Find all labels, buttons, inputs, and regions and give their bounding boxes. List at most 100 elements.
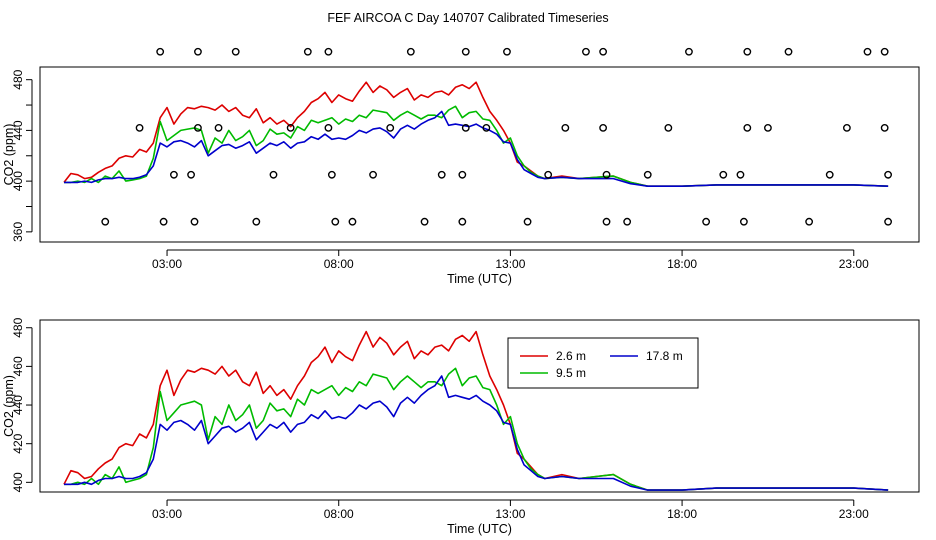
calibration-point	[599, 123, 608, 132]
y-tick-label: 460	[11, 356, 25, 376]
x-tick-label: 08:00	[324, 507, 354, 521]
calibration-point	[880, 47, 889, 56]
calibration-point	[523, 217, 532, 226]
calibration-point	[348, 217, 357, 226]
calibration-point	[805, 217, 814, 226]
series-line-2-6-m	[63, 81, 889, 187]
legend-label: 2.6 m	[556, 349, 586, 363]
x-tick-label: 18:00	[667, 507, 697, 521]
x-tick-label: 23:00	[839, 257, 869, 271]
calibration-point	[623, 217, 632, 226]
calibration-point	[825, 170, 834, 179]
calibration-point	[187, 170, 195, 179]
plot-frame	[39, 319, 920, 493]
calibration-point	[437, 170, 446, 179]
calibration-point	[764, 123, 772, 132]
series-line-2-6-m	[63, 330, 889, 491]
calibration-point	[194, 47, 202, 56]
y-tick-label: 360	[11, 222, 25, 242]
x-axis-label: Time (UTC)	[447, 522, 512, 536]
calibration-point	[194, 123, 202, 132]
y-tick-label: 480	[11, 69, 25, 89]
calibration-point	[190, 217, 199, 226]
x-tick-label: 03:00	[152, 257, 182, 271]
y-tick-label: 420	[11, 433, 25, 453]
calibration-point	[214, 123, 223, 132]
calibration-point	[101, 217, 110, 226]
calibration-point	[461, 47, 470, 56]
calibration-point	[482, 123, 491, 132]
calibration-point	[842, 123, 851, 132]
calibration-point	[719, 170, 728, 179]
y-tick-label: 480	[11, 317, 25, 337]
calibration-point	[884, 170, 892, 179]
y-tick-label: 440	[11, 395, 25, 415]
calibration-point	[159, 217, 168, 226]
calibration-point	[503, 47, 511, 56]
plot-frame	[39, 66, 920, 243]
legend-box	[507, 337, 699, 389]
x-axis-label: Time (UTC)	[447, 272, 512, 286]
calibration-point	[386, 123, 395, 132]
x-tick-label: 08:00	[324, 257, 354, 271]
calibration-point	[461, 123, 470, 132]
panel-bottom: 03:00 08:00 13:00 18:00 23:00 Time (UTC) 400 42…	[2, 317, 920, 536]
calibration-point	[599, 47, 608, 56]
x-tick-label: 18:00	[667, 257, 697, 271]
x-tick-label: 03:00	[152, 507, 182, 521]
calibration-point	[664, 123, 673, 132]
calibration-point	[324, 123, 333, 132]
calibration-point	[324, 47, 333, 56]
calibration-point	[406, 47, 415, 56]
y-axis-label: CO2 (ppm)	[2, 124, 16, 186]
calibration-point	[739, 217, 748, 226]
calibration-point	[269, 170, 278, 179]
y-tick-label: 440	[11, 120, 25, 140]
x-tick-label: 23:00	[839, 507, 869, 521]
calibration-point	[420, 217, 429, 226]
series-line-17-8-m	[64, 110, 889, 187]
calibration-point	[135, 123, 144, 132]
calibration-point	[643, 170, 652, 179]
x-tick-label: 13:00	[495, 507, 525, 521]
calibration-point	[252, 217, 261, 226]
calibration-point	[884, 217, 892, 226]
calibration-point	[231, 47, 240, 56]
series-group	[63, 330, 889, 491]
calibration-point	[458, 170, 467, 179]
calibration-point	[784, 47, 793, 56]
y-tick-label: 400	[11, 171, 25, 191]
calibration-point	[582, 47, 590, 56]
legend-label: 9.5 m	[556, 366, 586, 380]
legend-label: 17.8 m	[646, 349, 683, 363]
y-tick-label: 400	[11, 472, 25, 492]
calibration-point	[286, 123, 295, 132]
calibration-point	[602, 217, 611, 226]
calibration-point	[156, 47, 165, 56]
calibration-point	[331, 217, 340, 226]
series-line-17-8-m	[64, 375, 889, 491]
y-axis-label: CO2 (ppm)	[2, 375, 16, 437]
chart-title: FEF AIRCOA C Day 140707 Calibrated Times…	[327, 11, 608, 25]
calibration-point	[544, 170, 553, 179]
calibration-point	[327, 170, 336, 179]
calibration-point	[736, 170, 745, 179]
legend: 2.6 m 9.5 m 17.8 m	[507, 337, 699, 389]
calibration-point	[863, 47, 872, 56]
calibration-point	[170, 170, 178, 179]
calibration-point	[702, 217, 711, 226]
series-line-9-5-m	[64, 367, 889, 491]
calibration-point	[369, 170, 377, 179]
calibration-point	[602, 170, 611, 179]
panel-top: 03:00 08:00 13:00 18:00 23:00 Time (UTC) 360 40…	[2, 47, 920, 286]
x-tick-label: 13:00	[495, 257, 525, 271]
calibration-point	[685, 47, 693, 56]
calibration-point	[561, 123, 570, 132]
calibration-point	[880, 123, 889, 132]
calibration-point	[458, 217, 467, 226]
calibration-point	[743, 123, 752, 132]
calibration-point	[303, 47, 312, 56]
series-group	[63, 81, 889, 187]
calibration-point	[743, 47, 752, 56]
